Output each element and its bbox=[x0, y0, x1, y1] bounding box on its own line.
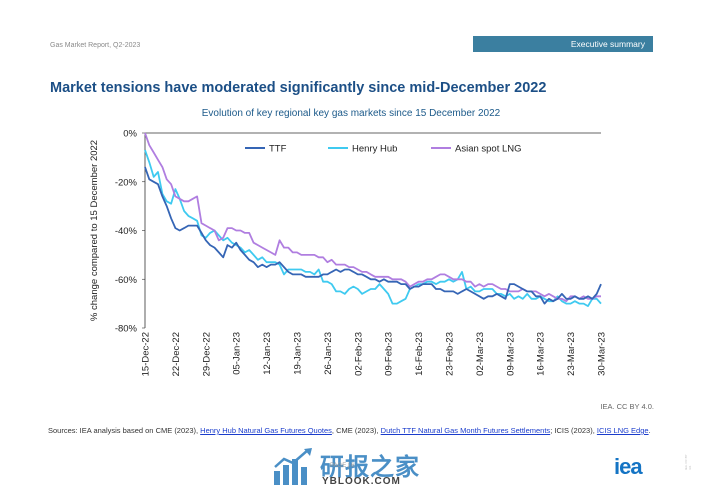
sources-text: Sources: IEA analysis based on CME (2023… bbox=[48, 426, 651, 435]
x-tick-label: 15-Dec-22 bbox=[141, 332, 152, 376]
legend-label-asian-lng: Asian spot LNG bbox=[455, 144, 522, 155]
section-banner: Executive summary bbox=[473, 36, 653, 52]
x-tick-label: 02-Mar-23 bbox=[475, 332, 486, 376]
x-tick-label: 16-Feb-23 bbox=[414, 332, 425, 376]
x-tick-label: 02-Feb-23 bbox=[353, 332, 364, 376]
icis-lng-edge-link[interactable]: ICIS LNG Edge bbox=[596, 426, 649, 435]
y-tick-label: -20% bbox=[115, 177, 138, 188]
x-tick-label: 09-Mar-23 bbox=[505, 332, 516, 376]
series-line-henry-hub bbox=[144, 149, 602, 308]
iea-logo: iea bbox=[614, 454, 643, 479]
watermark: 研报之家 YBLOOK.COM bbox=[272, 447, 432, 489]
chart-subtitle: Evolution of key regional key gas market… bbox=[201, 108, 501, 119]
page-title: Market tensions have moderated significa… bbox=[50, 80, 547, 96]
ttf-settlements-link[interactable]: Dutch TTF Natural Gas Month Futures Sett… bbox=[380, 426, 551, 435]
x-tick-label: 26-Jan-23 bbox=[323, 332, 334, 375]
legend-label-henry-hub: Henry Hub bbox=[352, 144, 397, 155]
sources-mid-1: , CME (2023), bbox=[331, 426, 381, 435]
x-tick-label: 16-Mar-23 bbox=[536, 332, 547, 376]
y-tick-label: 0% bbox=[123, 129, 137, 140]
page-number: PAGE | 6 bbox=[330, 463, 355, 469]
x-tick-label: 19-Jan-23 bbox=[293, 332, 304, 375]
x-tick-label: 30-Mar-23 bbox=[597, 332, 608, 376]
report-label: Gas Market Report, Q2-2023 bbox=[50, 42, 141, 49]
x-tick-label: 12-Jan-23 bbox=[262, 332, 273, 375]
series-line-asian-lng bbox=[144, 132, 601, 303]
henry-hub-quotes-link[interactable]: Henry Hub Natural Gas Futures Quotes bbox=[200, 426, 332, 435]
sources-suffix: . bbox=[648, 426, 651, 435]
watermark-url: YBLOOK.COM bbox=[322, 476, 401, 487]
sources-mid-2: ; ICIS (2023), bbox=[550, 426, 597, 435]
watermark-cn: 研报之家 bbox=[320, 453, 420, 481]
x-tick-label: 23-Mar-23 bbox=[566, 332, 577, 376]
y-axis-title: % change compared to 15 December 2022 bbox=[89, 140, 100, 321]
x-tick-label: 22-Dec-22 bbox=[171, 332, 182, 376]
sources-prefix: Sources: IEA analysis based on CME (2023… bbox=[48, 426, 201, 435]
y-tick-label: -60% bbox=[115, 275, 138, 286]
series-line-ttf bbox=[144, 166, 602, 305]
x-tick-label: 09-Feb-23 bbox=[384, 332, 395, 376]
x-tick-label: 23-Feb-23 bbox=[445, 332, 456, 376]
x-tick-label: 29-Dec-22 bbox=[201, 332, 212, 376]
line-chart: 0% -20% -40% -60% -80% % change compared to 1… bbox=[89, 129, 608, 377]
y-tick-label: -40% bbox=[115, 226, 138, 237]
bar-chart-logo-icon bbox=[274, 448, 312, 485]
legend-label-ttf: TTF bbox=[269, 144, 287, 155]
x-tick-label: 05-Jan-23 bbox=[232, 332, 243, 375]
credit-text: IEA. CC BY 4.0. bbox=[600, 402, 654, 411]
y-tick-label: -80% bbox=[115, 324, 138, 335]
side-note: IEA. CC BY 4.0. bbox=[684, 454, 692, 470]
